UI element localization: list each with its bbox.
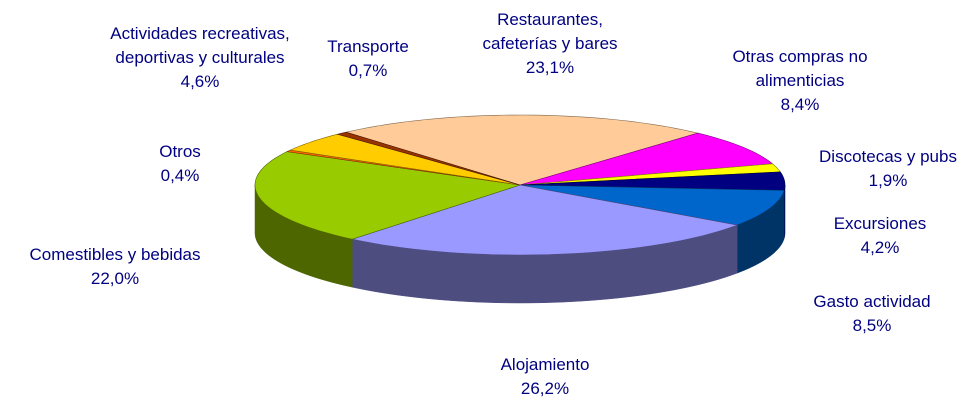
value-label: 4,6%	[180, 72, 220, 91]
slice	[254, 151, 521, 240]
slice	[519, 171, 786, 191]
category-name: Gasto actividad	[813, 292, 931, 311]
category-name: Actividades recreativas, deportivas y cu…	[110, 24, 290, 67]
slice-label: Transporte 0,7%	[308, 35, 428, 83]
value-label: 1,9%	[868, 171, 908, 190]
value-label: 8,5%	[852, 316, 892, 335]
slice	[519, 184, 785, 226]
value-label: 23,1%	[525, 58, 575, 77]
category-name: Restaurantes, cafeterías y bares	[482, 10, 618, 53]
slice-label: Discotecas y pubs 1,9%	[793, 145, 976, 193]
value-label: 22,0%	[90, 269, 140, 288]
category-name: Comestibles y bebidas	[29, 245, 201, 264]
slice	[519, 132, 774, 186]
slice	[336, 131, 521, 186]
slice-label: Comestibles y bebidas 22,0%	[0, 243, 230, 291]
slice-label: Alojamiento 26,2%	[465, 353, 625, 401]
value-label: 4,2%	[860, 238, 900, 257]
slice-label: Gasto actividad 8,5%	[792, 290, 952, 338]
slice-label: Otros 0,4%	[130, 140, 230, 188]
slice	[351, 184, 739, 256]
category-name: Transporte	[327, 37, 409, 56]
value-label: 0,7%	[348, 61, 388, 80]
category-name: Alojamiento	[500, 355, 590, 374]
category-name: Excursiones	[833, 214, 927, 233]
slice-label: Restaurantes, cafeterías y bares 23,1%	[460, 8, 640, 80]
category-name: Otros	[159, 142, 201, 161]
category-name: Discotecas y pubs	[819, 147, 957, 166]
category-name: Otras compras no alimenticias	[732, 47, 868, 90]
slice-label: Otras compras no alimenticias 8,4%	[710, 45, 890, 117]
value-label: 0,4%	[160, 166, 200, 185]
slice-label: Excursiones 4,2%	[810, 212, 950, 260]
slice-label: Actividades recreativas, deportivas y cu…	[108, 22, 293, 94]
value-label: 8,4%	[780, 95, 820, 114]
slice	[289, 133, 521, 186]
value-label: 26,2%	[520, 379, 570, 398]
slice	[344, 114, 700, 186]
